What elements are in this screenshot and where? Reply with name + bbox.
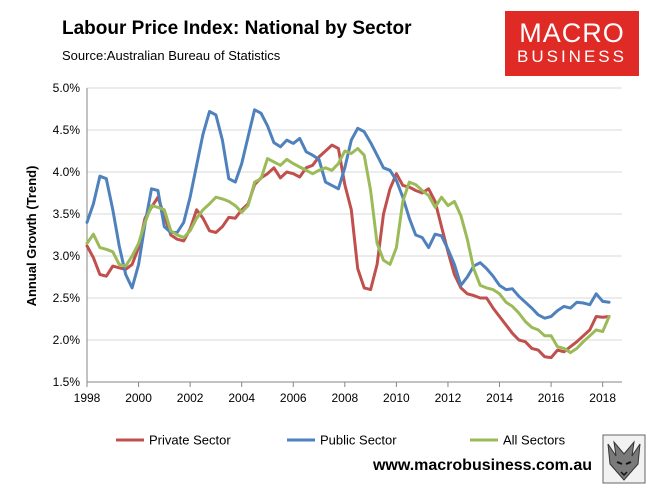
legend-label-private: Private Sector	[149, 433, 231, 448]
series-line-private	[85, 143, 611, 360]
y-tick-label: 5.0%	[53, 81, 81, 95]
y-tick-label: 2.5%	[53, 291, 81, 305]
wolf-icon	[602, 434, 646, 484]
tick-labels: 1.5% 2.0% 2.5% 3.0% 3.5% 4.0% 4.5% 5.0% 1998 2000…	[53, 81, 617, 405]
x-tick-label: 2012	[435, 391, 462, 405]
series-line-all	[85, 147, 611, 355]
x-tick-label: 2008	[331, 391, 358, 405]
x-tick-label: 1998	[74, 391, 101, 405]
y-tick-label: 3.0%	[53, 249, 81, 263]
footer-url[interactable]: www.macrobusiness.com.au	[372, 457, 592, 474]
legend-label-all: All Sectors	[503, 433, 566, 448]
y-tick-label: 2.0%	[53, 333, 81, 347]
y-tick-label: 3.5%	[53, 207, 81, 221]
chart-source: Source:Australian Bureau of Statistics	[62, 48, 281, 63]
x-tick-label: 2002	[177, 391, 204, 405]
axes	[86, 88, 622, 387]
legend-label-public: Public Sector	[320, 433, 397, 448]
series-lines	[85, 108, 611, 360]
x-tick-label: 2010	[383, 391, 410, 405]
x-tick-label: 2014	[486, 391, 513, 405]
x-tick-label: 2016	[538, 391, 565, 405]
y-axis-label: Annual Growth (Trend)	[24, 166, 39, 307]
macrobusiness-logo: MACRO BUSINESS	[505, 11, 639, 76]
x-tick-label: 2006	[280, 391, 307, 405]
logo-line1: MACRO	[519, 18, 625, 48]
y-tick-label: 4.0%	[53, 165, 81, 179]
logo-line2: BUSINESS	[517, 47, 627, 66]
chart-title: Labour Price Index: National by Sector	[62, 18, 412, 39]
x-tick-label: 2018	[589, 391, 616, 405]
legend: Private Sector Public Sector All Sectors	[116, 433, 566, 448]
y-tick-label: 1.5%	[53, 375, 81, 389]
y-tick-label: 4.5%	[53, 123, 81, 137]
x-tick-label: 2004	[228, 391, 255, 405]
x-tick-label: 2000	[125, 391, 152, 405]
